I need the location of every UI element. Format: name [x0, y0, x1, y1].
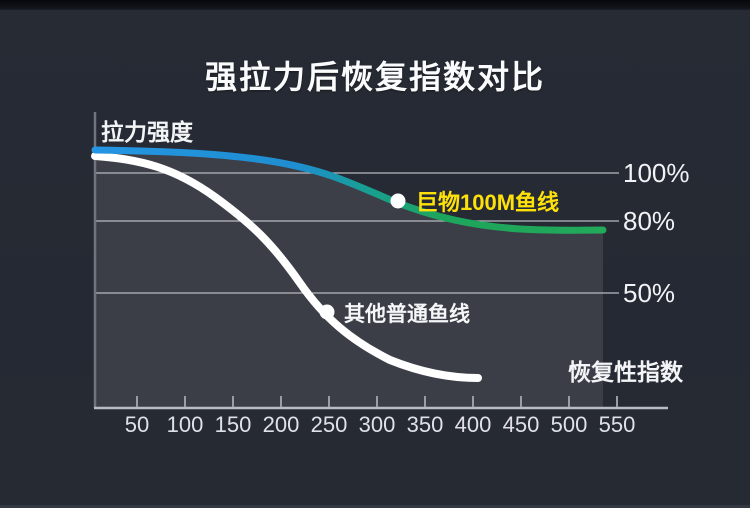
x-axis-label: 恢复性指数: [568, 359, 684, 385]
svg-text:550: 550: [599, 412, 636, 437]
series1-label: 巨物100M鱼线: [416, 190, 559, 215]
svg-text:50: 50: [125, 412, 149, 437]
chart-title: 强拉力后恢复指数对比: [204, 59, 545, 95]
series2-curve-ordinary-line: [91, 152, 482, 382]
svg-text:450: 450: [503, 412, 540, 437]
svg-text:300: 300: [359, 412, 396, 437]
svg-text:350: 350: [407, 412, 444, 437]
series2-label: 其他普通鱼线: [344, 302, 470, 326]
svg-text:500: 500: [551, 412, 588, 437]
svg-text:200: 200: [263, 412, 300, 437]
svg-text:100: 100: [167, 412, 204, 437]
series1-marker-dot: [390, 193, 406, 209]
y-tick-100: 100%: [623, 158, 690, 188]
series1-curve-juwu-100m-line: [91, 146, 607, 234]
y-axis-label: 拉力强度: [101, 119, 194, 145]
y-tick-80: 80%: [623, 206, 675, 236]
series1-area-fill: [95, 150, 603, 408]
svg-text:400: 400: [455, 412, 492, 437]
svg-text:150: 150: [215, 412, 252, 437]
bottom-edge-strip: [0, 505, 750, 508]
x-axis-tick-marks: [136, 396, 618, 407]
svg-text:250: 250: [311, 412, 348, 437]
x-axis-tick-labels: 50 100 150 200 250 300 350 400 450 500 5…: [125, 412, 636, 437]
top-dark-bar: [0, 0, 750, 10]
series2-marker-dot: [319, 304, 335, 320]
y-tick-50: 50%: [623, 278, 675, 308]
